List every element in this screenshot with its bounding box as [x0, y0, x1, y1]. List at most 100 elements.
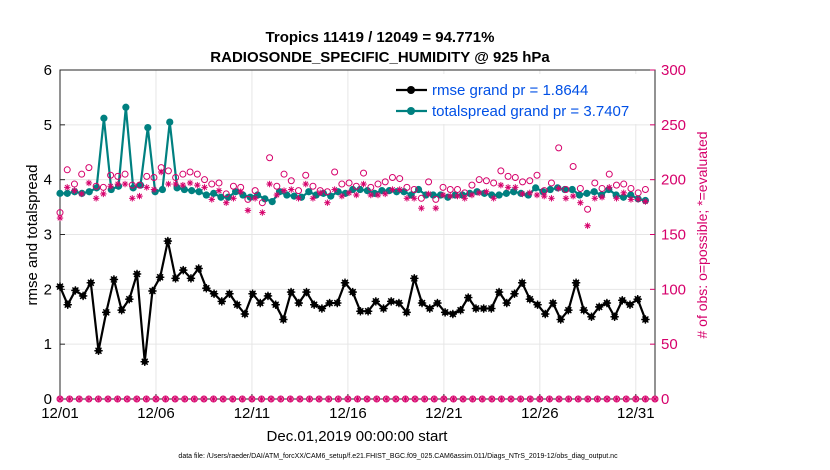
baseline-possible-point	[632, 395, 640, 403]
possible-point	[331, 168, 339, 176]
rmse-point-star	[340, 278, 350, 287]
rmse-point-star	[263, 291, 273, 301]
asterisk-stroke	[527, 396, 533, 402]
baseline-possible-point	[190, 395, 198, 403]
asterisk-stroke	[412, 396, 418, 402]
evaluated-point	[266, 180, 273, 188]
asterisk-stroke	[310, 195, 316, 201]
asterisk-stroke	[489, 396, 495, 402]
asterisk-stroke	[122, 181, 128, 187]
possible-point	[193, 170, 201, 178]
baseline-evaluated-point	[623, 396, 630, 402]
evaluated-point	[425, 190, 432, 198]
baseline-evaluated-point	[575, 396, 582, 402]
evaluated-point	[150, 186, 158, 193]
asterisk-stroke	[326, 396, 332, 402]
asterisk-stroke	[57, 396, 63, 402]
baseline-possible-point	[478, 395, 486, 403]
baseline-evaluated-point	[508, 396, 514, 402]
baseline-evaluated-point	[306, 396, 313, 402]
asterisk-stroke	[173, 181, 179, 187]
asterisk-stroke	[71, 188, 78, 194]
rmse-point-star	[248, 289, 257, 298]
asterisk-stroke	[259, 209, 265, 216]
baseline-evaluated-point	[172, 396, 178, 402]
rmse-point-star	[286, 287, 296, 297]
asterisk-stroke	[454, 193, 461, 199]
baseline-evaluated-point	[354, 396, 361, 402]
left-tick-label: 1	[44, 336, 52, 353]
asterisk-stroke	[259, 396, 264, 402]
rmse-point-star	[379, 304, 388, 313]
possible-point	[425, 178, 433, 186]
legend-box	[392, 74, 652, 124]
asterisk-stroke	[295, 299, 303, 307]
possible-point	[135, 181, 143, 189]
possible-point	[294, 187, 302, 195]
asterisk-stroke	[288, 186, 294, 193]
baseline-evaluated-point	[76, 396, 82, 402]
baseline-possible-point	[641, 395, 649, 403]
evaluated-point	[584, 222, 591, 229]
asterisk-stroke	[614, 396, 619, 402]
legend-rmse-marker	[407, 86, 415, 94]
asterisk-stroke	[353, 192, 359, 198]
possible-point	[417, 194, 425, 202]
baseline-possible-point	[238, 395, 246, 403]
possible-point	[612, 181, 620, 189]
baseline-possible-point	[488, 395, 496, 403]
asterisk-stroke	[201, 396, 207, 402]
possible-point	[620, 180, 628, 188]
rmse-point-star	[71, 286, 80, 295]
asterisk-stroke	[326, 299, 334, 307]
asterisk-stroke	[202, 284, 210, 292]
asterisk-stroke	[266, 181, 273, 187]
rmse-point-star	[271, 300, 280, 309]
rmse-point-star	[394, 298, 404, 308]
spread-point	[188, 187, 196, 195]
baseline-possible-point	[152, 395, 160, 403]
evaluated-point	[100, 190, 107, 198]
rmse-point-star	[348, 287, 357, 297]
baseline-evaluated-point	[249, 396, 255, 402]
baseline-evaluated-point	[287, 396, 294, 402]
baseline-possible-point	[603, 395, 611, 403]
rmse-point-star	[417, 298, 427, 308]
baseline-possible-point	[344, 395, 352, 403]
rmse-point-star	[356, 307, 365, 316]
rmse-point-star	[425, 304, 434, 313]
asterisk-stroke	[383, 396, 389, 402]
rmse-point-star	[63, 300, 72, 309]
possible-point	[634, 189, 642, 197]
asterisk-stroke	[491, 195, 497, 201]
rmse-point-star	[571, 278, 581, 287]
spread-point	[144, 123, 152, 132]
rmse-point-star	[225, 289, 234, 298]
asterisk-stroke	[588, 313, 595, 321]
asterisk-stroke	[279, 316, 287, 323]
asterisk-stroke	[165, 181, 172, 187]
possible-point	[526, 177, 534, 185]
possible-point	[519, 178, 527, 186]
spread-point	[166, 118, 174, 126]
asterisk-stroke	[580, 306, 588, 314]
spread-point	[224, 193, 232, 201]
asterisk-stroke	[172, 274, 180, 282]
left-tick-label: 5	[44, 117, 52, 134]
asterisk-stroke	[572, 279, 580, 287]
asterisk-stroke	[503, 299, 511, 307]
asterisk-stroke	[211, 396, 216, 402]
spread-point	[217, 193, 225, 201]
asterisk-stroke	[240, 396, 245, 402]
baseline-possible-point	[469, 395, 477, 403]
spread-point	[575, 191, 584, 199]
asterisk-stroke	[249, 290, 257, 298]
baseline-evaluated-point	[239, 396, 246, 402]
evaluated-point	[215, 187, 223, 194]
asterisk-stroke	[606, 184, 612, 190]
asterisk-stroke	[441, 308, 449, 316]
asterisk-stroke	[393, 396, 399, 402]
baseline-evaluated-point	[489, 396, 495, 402]
asterisk-stroke	[86, 180, 92, 186]
asterisk-stroke	[460, 396, 466, 402]
